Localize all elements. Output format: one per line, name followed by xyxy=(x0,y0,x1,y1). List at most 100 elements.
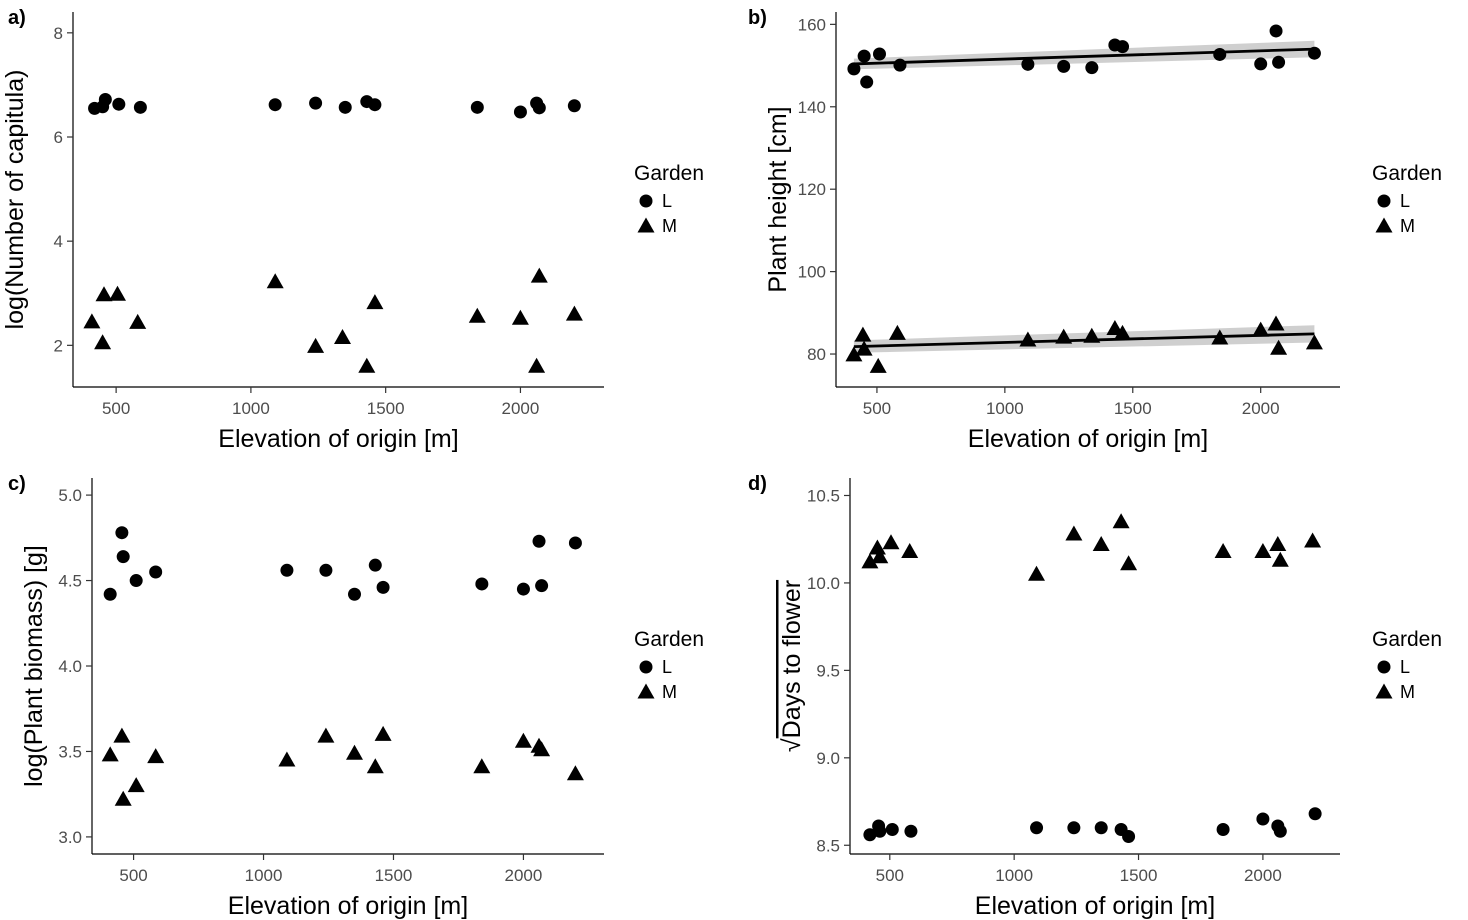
legend-title: Garden xyxy=(1372,162,1442,185)
point-L xyxy=(513,105,527,119)
point-M xyxy=(1120,555,1138,571)
point-M xyxy=(854,326,872,342)
point-M xyxy=(1252,321,1270,337)
legend-key-M xyxy=(1375,683,1393,699)
legend-key-M xyxy=(1375,217,1393,233)
point-M xyxy=(113,727,131,743)
fit-line-M xyxy=(853,332,1315,349)
point-M xyxy=(127,777,145,793)
y-tick-label: 120 xyxy=(798,180,826,199)
y-tick-label: 8.5 xyxy=(816,836,840,855)
y-tick-label: 4.0 xyxy=(58,657,82,676)
x-axis-title: Elevation of origin [m] xyxy=(228,892,468,920)
y-tick-label: 100 xyxy=(798,263,826,282)
point-M xyxy=(147,748,165,764)
y-axis-title-text: Days to flower xyxy=(778,580,806,738)
legend-key-L xyxy=(639,194,653,208)
legend-key-M xyxy=(637,217,655,233)
y-tick-label: 9.5 xyxy=(816,661,840,680)
point-L xyxy=(893,58,907,72)
legend-label: L xyxy=(662,191,672,211)
point-M xyxy=(1028,565,1045,581)
point-L xyxy=(516,582,530,596)
y-tick-label: 4.5 xyxy=(58,572,82,591)
legend-label: M xyxy=(662,682,677,702)
point-L xyxy=(535,579,549,593)
point-L xyxy=(475,577,489,591)
x-tick-label: 1500 xyxy=(375,866,413,885)
point-L xyxy=(129,574,143,588)
x-tick-label: 1000 xyxy=(986,399,1024,418)
point-M xyxy=(366,758,384,774)
point-M xyxy=(334,329,351,344)
legend: Garden LM xyxy=(634,162,704,236)
point-M xyxy=(514,732,532,748)
point-M xyxy=(374,725,392,741)
point-L xyxy=(376,580,390,594)
point-M xyxy=(845,346,863,362)
point-L xyxy=(309,96,323,110)
point-M xyxy=(855,340,873,356)
point-M xyxy=(901,543,919,558)
y-tick-label: 10.5 xyxy=(807,486,840,505)
point-M xyxy=(565,305,583,321)
panel-label: d) xyxy=(748,473,767,495)
point-M xyxy=(129,313,147,329)
x-tick-label: 1500 xyxy=(1114,399,1152,418)
point-L xyxy=(1273,824,1287,838)
point-M xyxy=(1271,551,1289,567)
y-tick-label: 6 xyxy=(54,128,63,147)
point-M xyxy=(861,553,879,569)
legend: Garden LM xyxy=(1372,162,1442,236)
point-M xyxy=(94,334,112,350)
legend: Garden LM xyxy=(634,628,704,702)
point-M xyxy=(1083,327,1101,343)
point-M xyxy=(346,744,363,760)
point-L xyxy=(338,100,352,114)
panel-label: c) xyxy=(8,473,26,495)
point-M xyxy=(1055,328,1073,344)
point-M xyxy=(101,746,119,762)
point-L xyxy=(1256,812,1270,826)
point-M xyxy=(1019,331,1037,347)
point-L xyxy=(567,99,581,113)
y-axis-title: log(Number of capitula) xyxy=(1,70,29,330)
point-M xyxy=(871,548,889,564)
x-tick-label: 500 xyxy=(119,866,147,885)
x-tick-label: 2000 xyxy=(1244,866,1282,885)
y-tick-label: 140 xyxy=(798,98,826,117)
x-tick-label: 2000 xyxy=(1242,399,1280,418)
point-M xyxy=(1092,536,1110,551)
point-M xyxy=(511,309,529,325)
point-M xyxy=(1065,525,1083,541)
point-M xyxy=(109,285,126,301)
point-L xyxy=(98,93,112,106)
y-tick-label: 10.0 xyxy=(807,574,840,593)
y-axis-title: log(Plant biomass) [g] xyxy=(20,545,48,787)
point-M xyxy=(307,337,325,353)
legend-label: M xyxy=(662,216,677,236)
point-L xyxy=(268,98,282,112)
y-tick-label: 160 xyxy=(798,15,826,34)
legend-title: Garden xyxy=(1372,628,1442,651)
x-tick-label: 2000 xyxy=(505,866,543,885)
point-M xyxy=(366,294,384,310)
panel-a: a) 500 1000 1500 2000 2 4 6 8 Elevation of origin… xyxy=(1,7,704,453)
x-tick-label: 2000 xyxy=(502,399,540,418)
y-tick-label: 9.0 xyxy=(816,749,840,768)
legend-label: L xyxy=(1400,657,1410,677)
point-L xyxy=(1254,57,1268,71)
point-M xyxy=(1254,543,1272,558)
y-tick-label: 8 xyxy=(54,24,63,43)
point-M xyxy=(533,741,551,757)
point-M xyxy=(888,324,906,340)
point-L xyxy=(149,565,163,579)
y-tick-label: 3.0 xyxy=(58,828,82,847)
legend-title: Garden xyxy=(634,628,704,651)
point-L xyxy=(1307,46,1321,60)
y-tick-label: 5.0 xyxy=(58,486,82,505)
point-M xyxy=(566,765,584,781)
point-L xyxy=(568,536,582,550)
point-L xyxy=(1021,57,1035,71)
